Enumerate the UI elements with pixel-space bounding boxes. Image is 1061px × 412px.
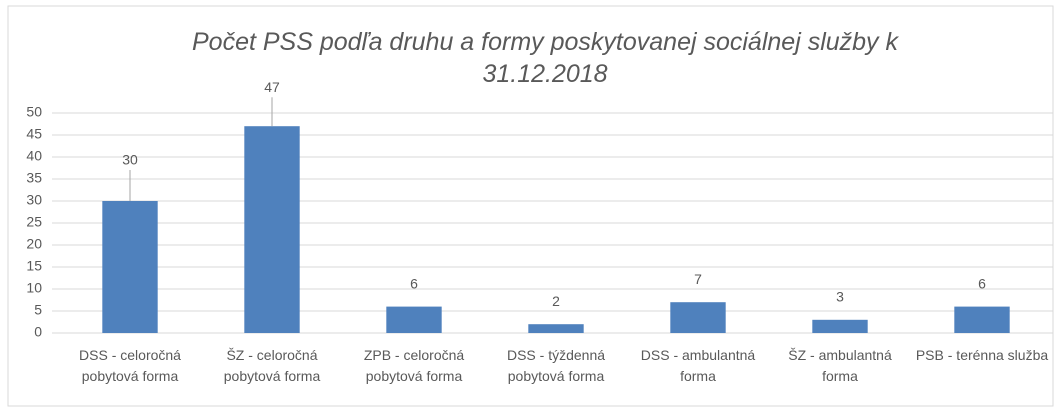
data-label: 2: [552, 293, 560, 309]
y-tick-label: 30: [26, 192, 42, 208]
data-label: 7: [694, 271, 702, 287]
y-tick-label: 0: [34, 324, 42, 340]
chart-border: [7, 5, 1054, 407]
y-tick-label: 10: [26, 280, 42, 296]
bar: [670, 302, 726, 333]
data-label: 30: [122, 152, 138, 168]
bar: [244, 126, 300, 333]
x-tick-label: PSB - terénna služba: [915, 347, 1049, 363]
y-tick-label: 45: [26, 126, 42, 142]
bar: [954, 306, 1010, 333]
bar: [386, 306, 442, 333]
x-tick-label: DSS - celoročná pobytová forma: [79, 347, 181, 384]
x-tick-label: ZPB - celoročná pobytová forma: [363, 347, 465, 384]
y-tick-label: 35: [26, 170, 42, 186]
x-tick-label: ŠZ - ambulantná forma: [788, 347, 892, 384]
data-label: 6: [978, 275, 986, 291]
y-tick-label: 25: [26, 214, 42, 230]
data-label: 3: [836, 289, 844, 305]
data-label: 47: [264, 79, 280, 95]
bar: [812, 319, 868, 333]
data-label: 6: [410, 275, 418, 291]
bar: [528, 324, 584, 333]
y-tick-label: 20: [26, 236, 42, 252]
x-tick-label: ŠZ - celoročná pobytová forma: [223, 347, 321, 384]
x-tick-label: DSS - ambulantná forma: [640, 347, 756, 384]
y-tick-label: 50: [26, 104, 42, 120]
y-tick-label: 40: [26, 148, 42, 164]
bar: [102, 201, 158, 333]
chart-title: Počet PSS podľa druhu a formy poskytovan…: [191, 28, 899, 88]
y-tick-label: 5: [34, 302, 42, 318]
x-tick-label: DSS - týždenná pobytová forma: [506, 347, 606, 384]
y-tick-label: 15: [26, 258, 42, 274]
